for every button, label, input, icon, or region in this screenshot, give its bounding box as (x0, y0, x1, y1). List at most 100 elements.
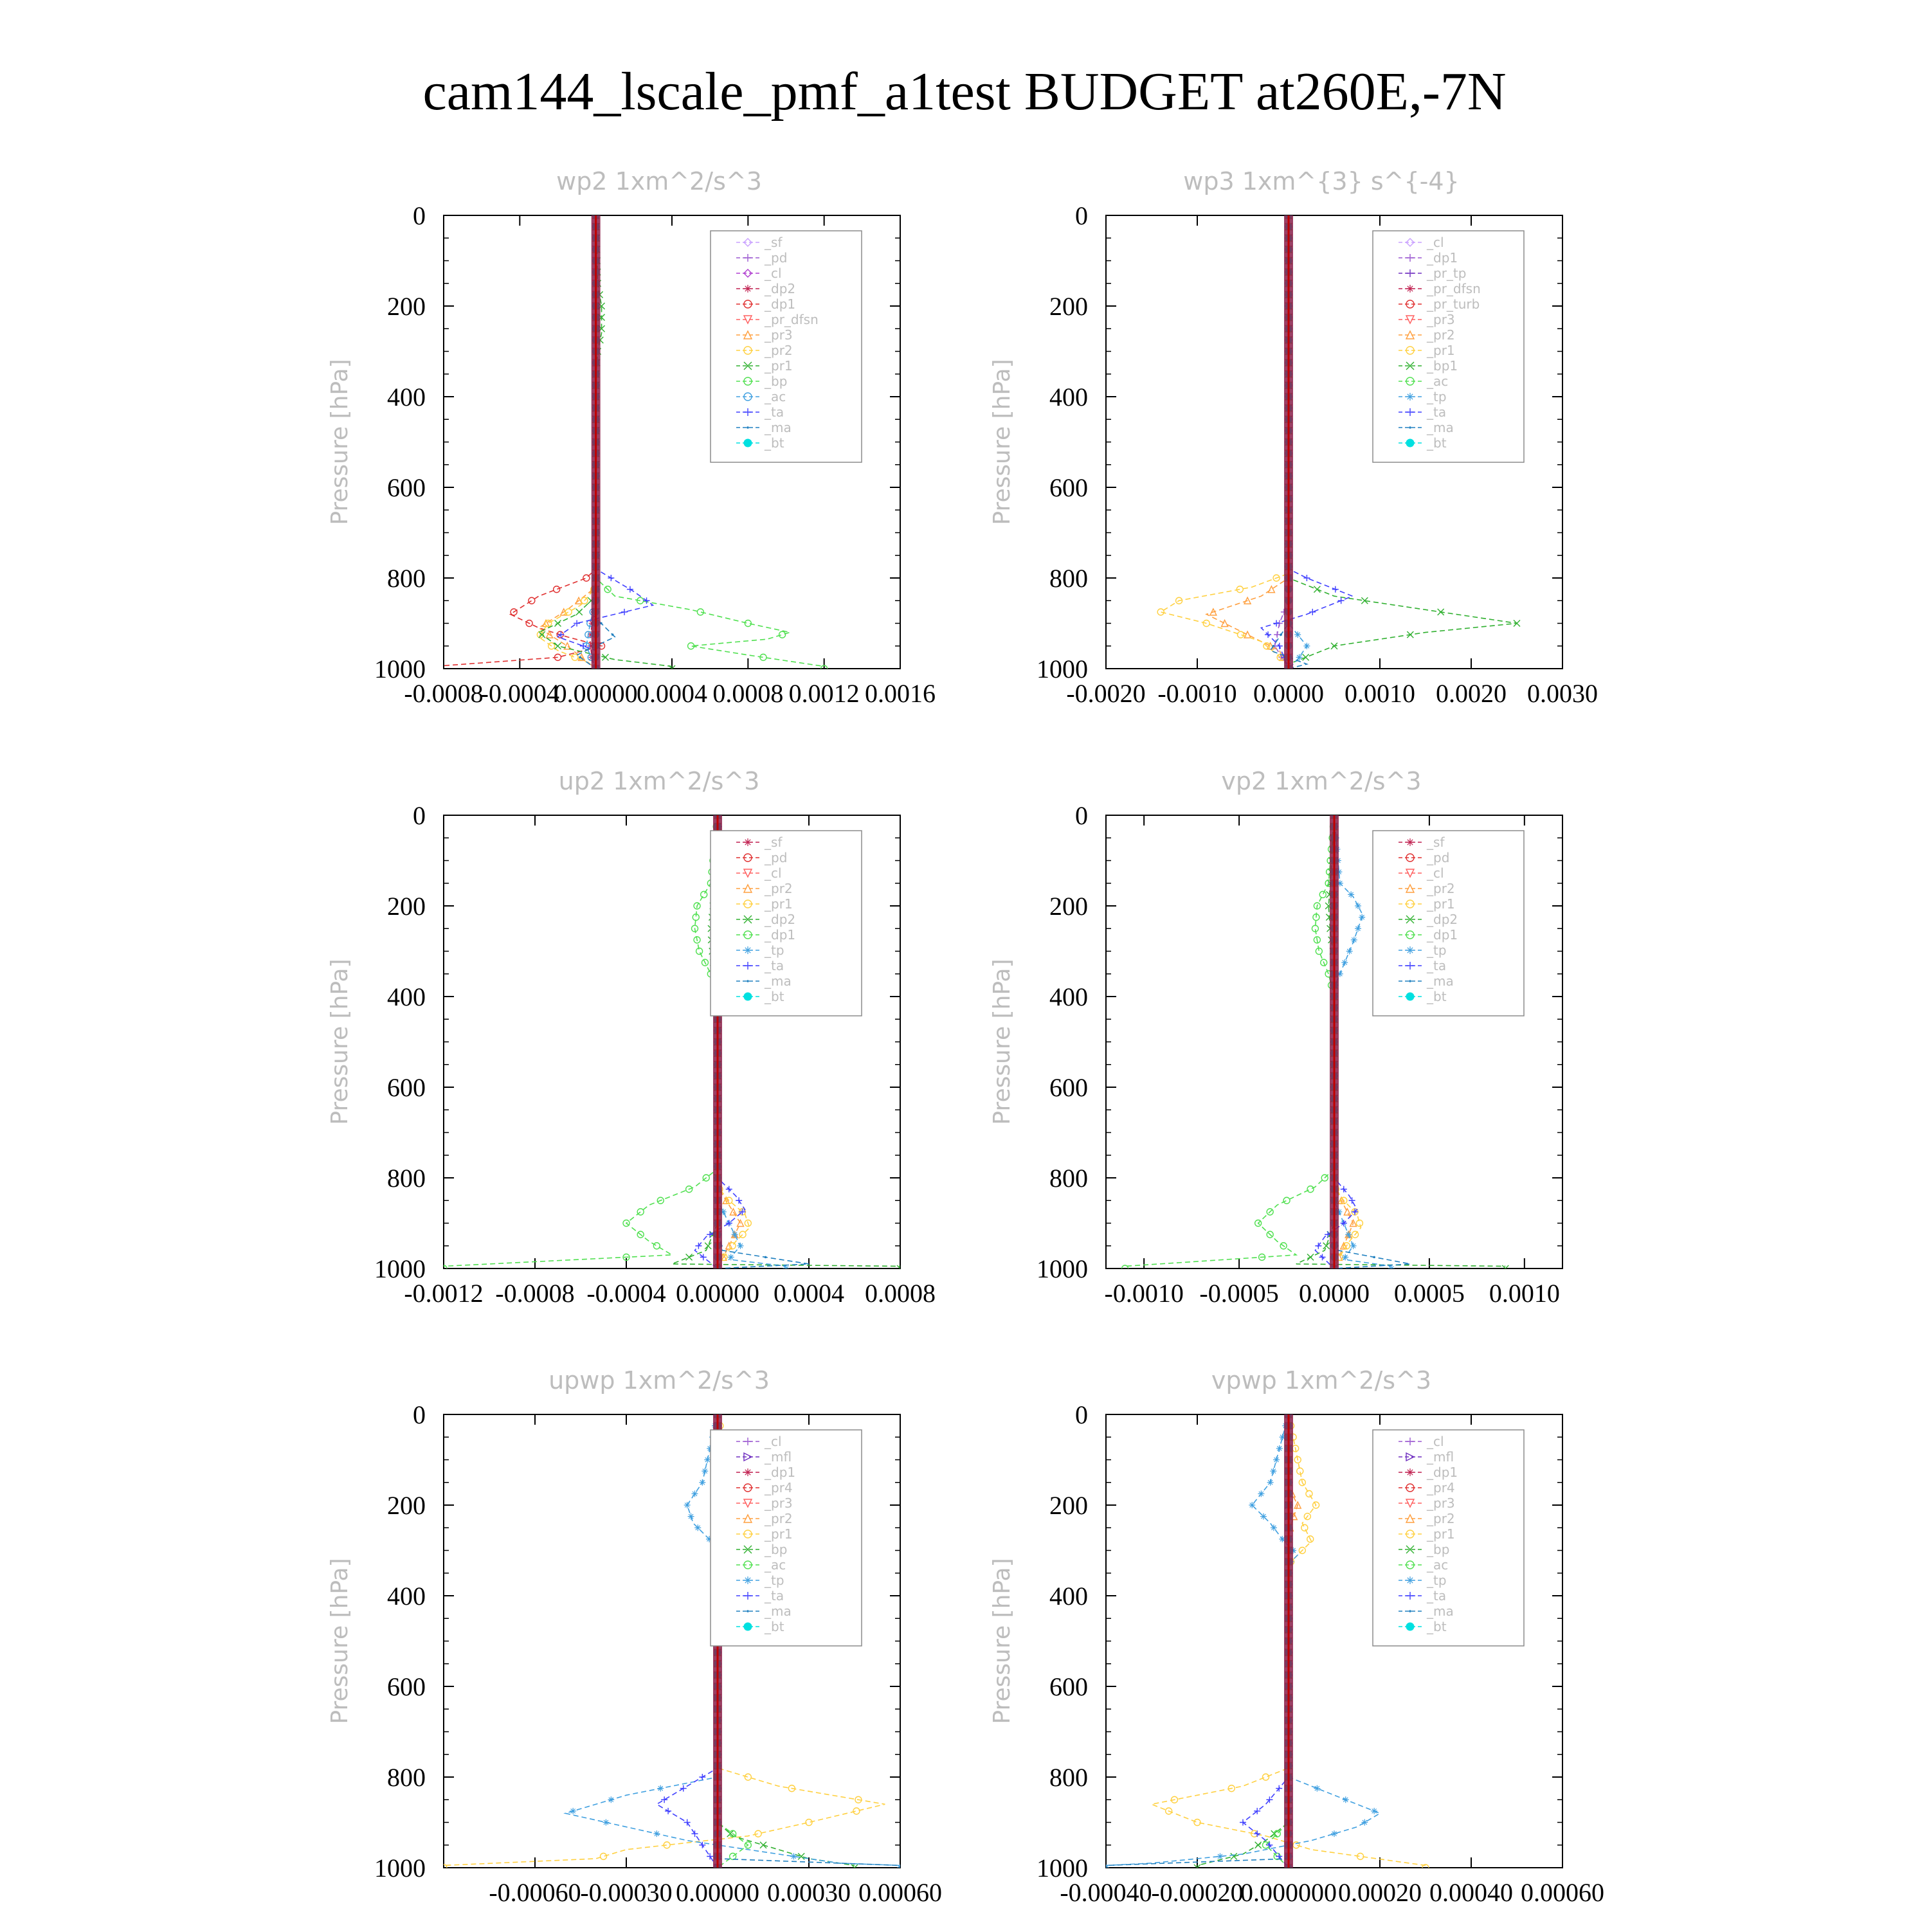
data-point (1279, 1434, 1286, 1441)
y-tick-label: 200 (387, 1491, 426, 1520)
x-tick-label: -0.0020 (1066, 679, 1145, 708)
data-point (1294, 631, 1301, 638)
data-point (1409, 1610, 1411, 1612)
data-point (600, 622, 602, 625)
legend-label: _cl (764, 1434, 782, 1449)
data-point (1406, 393, 1414, 401)
data-point (729, 1830, 737, 1837)
data-point (1405, 869, 1415, 878)
data-point (1276, 1785, 1283, 1792)
data-point (599, 1852, 608, 1861)
series-dp1 (444, 815, 721, 1268)
data-point (727, 1830, 734, 1837)
data-point (545, 619, 552, 627)
legend-entry: _sf (736, 235, 783, 250)
data-point (1350, 1242, 1357, 1249)
legend-entry: _pr2 (1399, 1511, 1455, 1526)
data-point (1243, 596, 1252, 604)
data-point (1258, 1253, 1266, 1261)
data-point (538, 631, 546, 638)
y-tick-label: 200 (387, 892, 426, 921)
data-point (790, 1853, 797, 1860)
y-tick-label: 800 (1049, 1164, 1088, 1193)
data-point (747, 1610, 749, 1612)
data-point (731, 1231, 738, 1238)
data-point (744, 1592, 752, 1600)
y-tick-label: 600 (387, 1672, 426, 1701)
y-tick-label: 0 (413, 201, 426, 230)
chart-panel: up2 1xm^2/s^3 Pressure [hPa] 0 200 400 600 800… (327, 767, 936, 1308)
legend-entry: _tp (1399, 1573, 1447, 1588)
data-point (1260, 1513, 1267, 1520)
data-point (621, 608, 628, 615)
data-point (1266, 1231, 1274, 1238)
legend-label: _ma (1426, 1603, 1454, 1619)
data-point (1270, 1468, 1277, 1475)
data-point (668, 665, 676, 669)
legend-label: _dp1 (764, 296, 795, 312)
data-point (1280, 633, 1282, 636)
x-tick-label: -0.00020 (1151, 1878, 1243, 1907)
data-point (1298, 1546, 1307, 1555)
legend-entry: _cl (1399, 865, 1444, 881)
data-point (1243, 630, 1252, 638)
chart-panel: wp2 1xm^2/s^3 Pressure [hPa] 0 200 400 600 800… (327, 167, 936, 708)
data-point (701, 959, 709, 966)
data-point (1346, 948, 1353, 955)
series-line (595, 215, 824, 667)
x-tick-label: 0.00040 (1429, 1878, 1513, 1907)
data-point (705, 1535, 712, 1542)
data-point (1359, 914, 1366, 921)
data-point (1406, 853, 1415, 862)
legend-label: _pr4 (764, 1480, 793, 1495)
data-point (1351, 1231, 1359, 1238)
data-point (1236, 585, 1244, 593)
data-point (1266, 1841, 1273, 1848)
x-tick-label: 0.0016 (865, 679, 936, 708)
y-tick-label: 800 (1049, 564, 1088, 593)
legend-entry: _dp2 (736, 281, 795, 296)
legend-label: _ma (764, 420, 792, 435)
legend-label: _bp (764, 374, 787, 389)
y-tick-label: 0 (413, 1400, 426, 1429)
data-point (700, 890, 708, 899)
series-pr2 (1205, 215, 1293, 669)
data-point (1405, 330, 1415, 339)
x-tick-label: -0.0008 (495, 1279, 574, 1308)
data-point (1217, 1853, 1224, 1860)
legend-label: _tp (1426, 1573, 1447, 1588)
data-point (700, 1254, 707, 1261)
data-point (1336, 869, 1343, 876)
legend-entry: _ma (1399, 420, 1454, 435)
data-point (899, 1866, 900, 1868)
data-point (1388, 1265, 1395, 1268)
data-point (1309, 608, 1316, 615)
data-point (570, 1807, 577, 1814)
legend-label: _pr3 (764, 327, 793, 343)
legend-label: _ma (1426, 973, 1454, 989)
data-point (743, 899, 752, 908)
data-point (1323, 1242, 1330, 1250)
data-point (720, 1208, 727, 1215)
data-point (1296, 654, 1303, 661)
legend-label: _cl (764, 266, 782, 281)
series-line (556, 215, 655, 651)
legend-label: _bt (1426, 989, 1447, 1004)
data-point (1405, 1499, 1415, 1508)
legend-entry: _ac (1399, 374, 1448, 389)
data-point (1303, 642, 1310, 649)
legend-label: _pr2 (1426, 1511, 1455, 1526)
legend-entry: _bt (736, 1619, 784, 1634)
data-point (743, 238, 752, 247)
data-point (1406, 408, 1414, 416)
y-tick-label: 1000 (1037, 1854, 1088, 1882)
legend-entry: _pr3 (1399, 1495, 1455, 1511)
data-point (725, 1241, 733, 1250)
data-point (1348, 891, 1355, 898)
legend-label: _pr_tp (1426, 266, 1466, 281)
data-point (1193, 1864, 1201, 1868)
data-point (1361, 597, 1368, 604)
data-point (744, 946, 752, 954)
data-point (1406, 238, 1415, 247)
legend-entry: _pr4 (736, 1480, 793, 1495)
